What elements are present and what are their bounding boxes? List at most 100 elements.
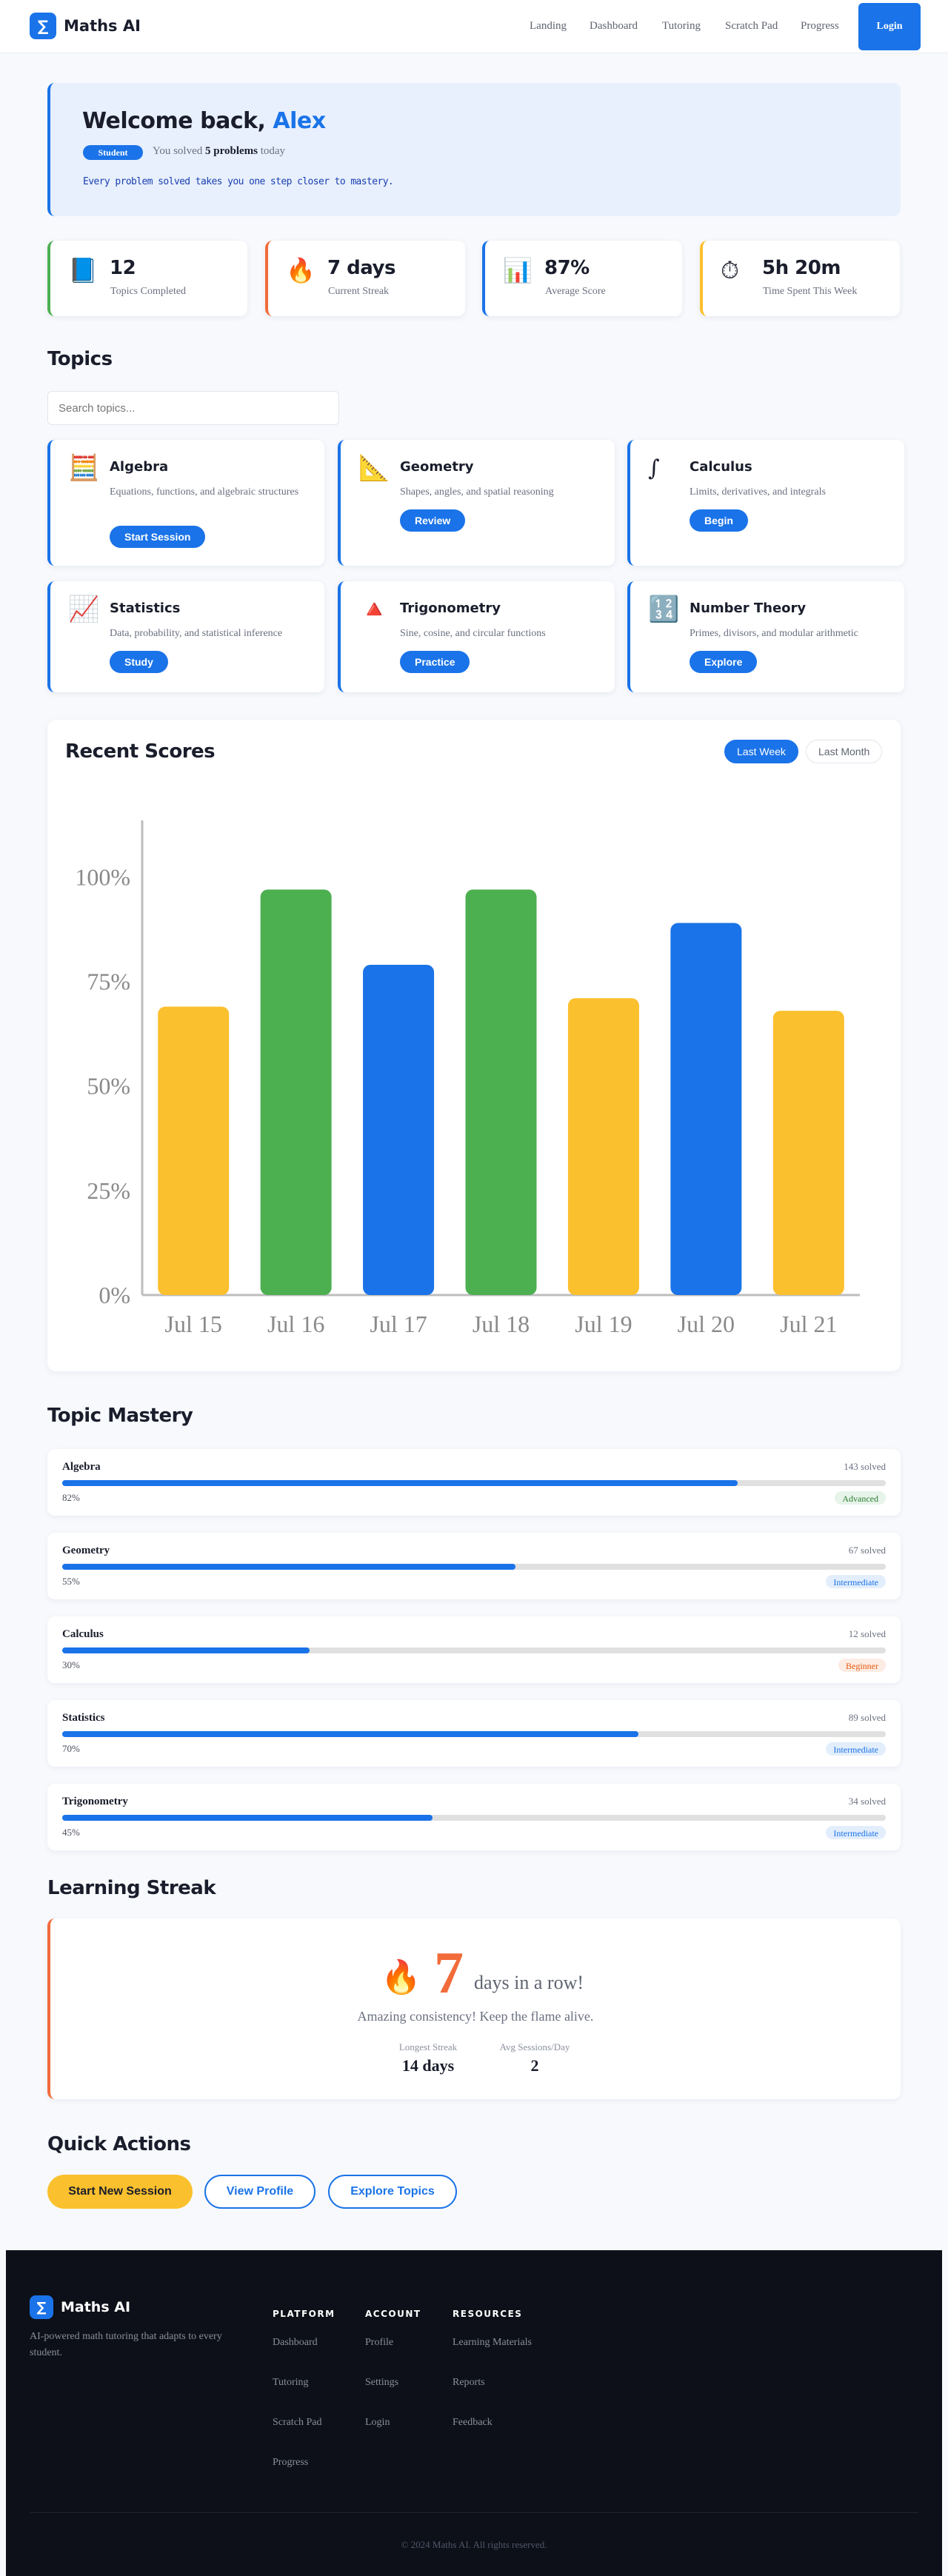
streak-count: 7 xyxy=(434,1941,464,2006)
red-triangle-icon: 🔺 xyxy=(358,596,390,623)
stat-value: 7 days xyxy=(327,257,395,279)
nav-link-scratch-pad[interactable]: Scratch Pad xyxy=(725,20,778,32)
topic-card-geometry: 📐 Geometry Shapes, angles, and spatial rea… xyxy=(338,440,615,566)
topic-action-button[interactable]: Practice xyxy=(400,651,470,673)
abacus-icon: 🧮 xyxy=(68,455,100,482)
welcome-heading: Welcome back, Alex xyxy=(82,108,326,134)
scores-bar-chart: 0% 25% 50% 75% 100% Jul 15 Jul 16 Jul 17 Jul 18 J… xyxy=(75,820,860,1337)
score-bar xyxy=(772,1011,844,1295)
toggle-last-month[interactable]: Last Month xyxy=(806,740,883,763)
bar-chart-icon: 📊 xyxy=(503,257,533,284)
mastery-topic-name: Algebra xyxy=(62,1461,101,1473)
brand[interactable]: ∑ Maths AI xyxy=(30,13,141,39)
integral-icon: ∫ xyxy=(648,455,660,481)
mastery-row: Geometry 67 solved 55% Intermediate xyxy=(47,1533,901,1599)
streak-card: 🔥 7 days in a row! Amazing consistency! … xyxy=(47,1918,901,2099)
sigma-logo-icon: ∑ xyxy=(30,13,56,39)
footer-link-profile[interactable]: Profile xyxy=(365,2337,394,2348)
footer-link-login[interactable]: Login xyxy=(365,2417,390,2428)
stat-label: Current Streak xyxy=(328,286,390,297)
nav-link-dashboard[interactable]: Dashboard xyxy=(590,20,638,32)
footer-divider xyxy=(30,2512,918,2513)
mastery-solved-count: 67 solved xyxy=(848,1545,886,1556)
topic-card-statistics: 📈 Statistics Data, probability, and statis… xyxy=(47,581,324,692)
longest-streak-label: Longest Streak xyxy=(398,2041,458,2053)
mastery-solved-count: 34 solved xyxy=(848,1796,886,1807)
nav-link-tutoring[interactable]: Tutoring xyxy=(662,20,701,32)
view-profile-button[interactable]: View Profile xyxy=(204,2175,316,2209)
welcome-text: Welcome back, xyxy=(82,108,266,134)
topic-card-trigonometry: 🔺 Trigonometry Sine, cosine, and circular … xyxy=(338,581,615,692)
nav-link-landing[interactable]: Landing xyxy=(530,20,567,32)
topic-card-number-theory: 🔢 Number Theory Primes, divisors, and modu… xyxy=(627,581,904,692)
topic-name: Trigonometry xyxy=(400,600,501,616)
topic-action-button[interactable]: Start Session xyxy=(110,526,206,548)
mastery-progress-track xyxy=(62,1731,886,1737)
nav-link-progress[interactable]: Progress xyxy=(801,20,839,32)
trend-chart-icon: 📈 xyxy=(68,596,100,623)
footer-brand[interactable]: ∑ Maths AI xyxy=(30,2295,130,2319)
site-footer: ∑ Maths AI AI-powered math tutoring that… xyxy=(6,2250,942,2576)
streak-suffix: days in a row! xyxy=(474,1972,584,1993)
avg-sessions-label: Avg Sessions/Day xyxy=(499,2041,570,2053)
start-new-session-button[interactable]: Start New Session xyxy=(47,2175,193,2209)
mastery-progress-track xyxy=(62,1815,886,1821)
welcome-banner: Welcome back, Alex Student You solved 5 … xyxy=(47,83,901,216)
score-bar xyxy=(260,889,332,1295)
mastery-progress-fill xyxy=(62,1647,310,1653)
topic-name: Algebra xyxy=(110,459,169,475)
y-tick-label: 50% xyxy=(87,1073,130,1100)
explore-topics-button[interactable]: Explore Topics xyxy=(328,2175,457,2209)
mastery-progress-track xyxy=(62,1647,886,1653)
mastery-solved-count: 89 solved xyxy=(848,1712,886,1723)
topic-description: Sine, cosine, and circular functions xyxy=(400,628,546,639)
footer-link-reports[interactable]: Reports xyxy=(453,2377,485,2388)
footer-link-progress[interactable]: Progress xyxy=(273,2457,309,2468)
topic-card-calculus: ∫ Calculus Limits, derivatives, and integr… xyxy=(627,440,904,566)
topic-description: Primes, divisors, and modular arithmetic xyxy=(690,628,858,639)
footer-link-feedback[interactable]: Feedback xyxy=(453,2417,493,2428)
score-bar xyxy=(158,1006,230,1295)
longest-streak-value: 14 days xyxy=(401,2056,455,2075)
mastery-level-badge: Intermediate xyxy=(826,1742,886,1756)
solved-suffix: today xyxy=(260,145,286,157)
motivation-tagline: Every problem solved takes you one step … xyxy=(83,176,394,187)
mastery-topic-name: Calculus xyxy=(62,1628,104,1640)
mastery-topic-name: Statistics xyxy=(62,1712,105,1724)
stat-value: 87% xyxy=(544,257,590,279)
mastery-progress-fill xyxy=(62,1564,515,1570)
footer-account-column: ACCOUNT Profile Settings Login xyxy=(365,2309,421,2428)
streak-message: Amazing consistency! Keep the flame aliv… xyxy=(357,2009,594,2024)
stat-value: 5h 20m xyxy=(762,257,841,279)
toggle-last-week[interactable]: Last Week xyxy=(724,740,798,763)
footer-link-scratch-pad[interactable]: Scratch Pad xyxy=(273,2417,322,2428)
footer-link-settings[interactable]: Settings xyxy=(365,2377,399,2388)
topic-action-button[interactable]: Explore xyxy=(690,651,758,673)
login-button[interactable]: Login xyxy=(858,3,921,50)
topic-action-button[interactable]: Study xyxy=(110,651,168,673)
footer-link-learning-materials[interactable]: Learning Materials xyxy=(453,2337,532,2348)
topic-description: Limits, derivatives, and integrals xyxy=(690,486,826,498)
footer-copyright: © 2024 Maths AI. All rights reserved. xyxy=(401,2539,547,2550)
footer-link-dashboard[interactable]: Dashboard xyxy=(273,2337,318,2348)
top-navbar: ∑ Maths AI Landing Dashboard Tutoring Sc… xyxy=(0,0,948,53)
topic-action-button[interactable]: Begin xyxy=(690,509,748,532)
x-tick-label: Jul 20 xyxy=(678,1311,735,1337)
mastery-row: Calculus 12 solved 30% Beginner xyxy=(47,1616,901,1683)
solved-prefix: You solved xyxy=(153,145,203,157)
mastery-percent: 30% xyxy=(62,1659,80,1670)
y-tick-label: 75% xyxy=(87,968,130,995)
stat-card: 📘 12 Topics Completed xyxy=(47,241,247,316)
footer-link-tutoring[interactable]: Tutoring xyxy=(273,2377,309,2388)
mastery-topic-name: Geometry xyxy=(62,1545,110,1556)
topic-search-input[interactable] xyxy=(47,391,339,425)
numbers-icon: 🔢 xyxy=(648,596,680,623)
footer-platform-column: PLATFORM Dashboard Tutoring Scratch Pad … xyxy=(273,2309,336,2468)
topic-action-button[interactable]: Review xyxy=(400,509,466,532)
avg-sessions-value: 2 xyxy=(530,2056,539,2075)
score-bar xyxy=(363,965,435,1295)
y-tick-label: 100% xyxy=(75,863,130,890)
footer-sigma-logo-icon: ∑ xyxy=(30,2295,53,2319)
quick-actions-heading: Quick Actions xyxy=(47,2133,191,2155)
mastery-percent: 55% xyxy=(62,1576,80,1587)
